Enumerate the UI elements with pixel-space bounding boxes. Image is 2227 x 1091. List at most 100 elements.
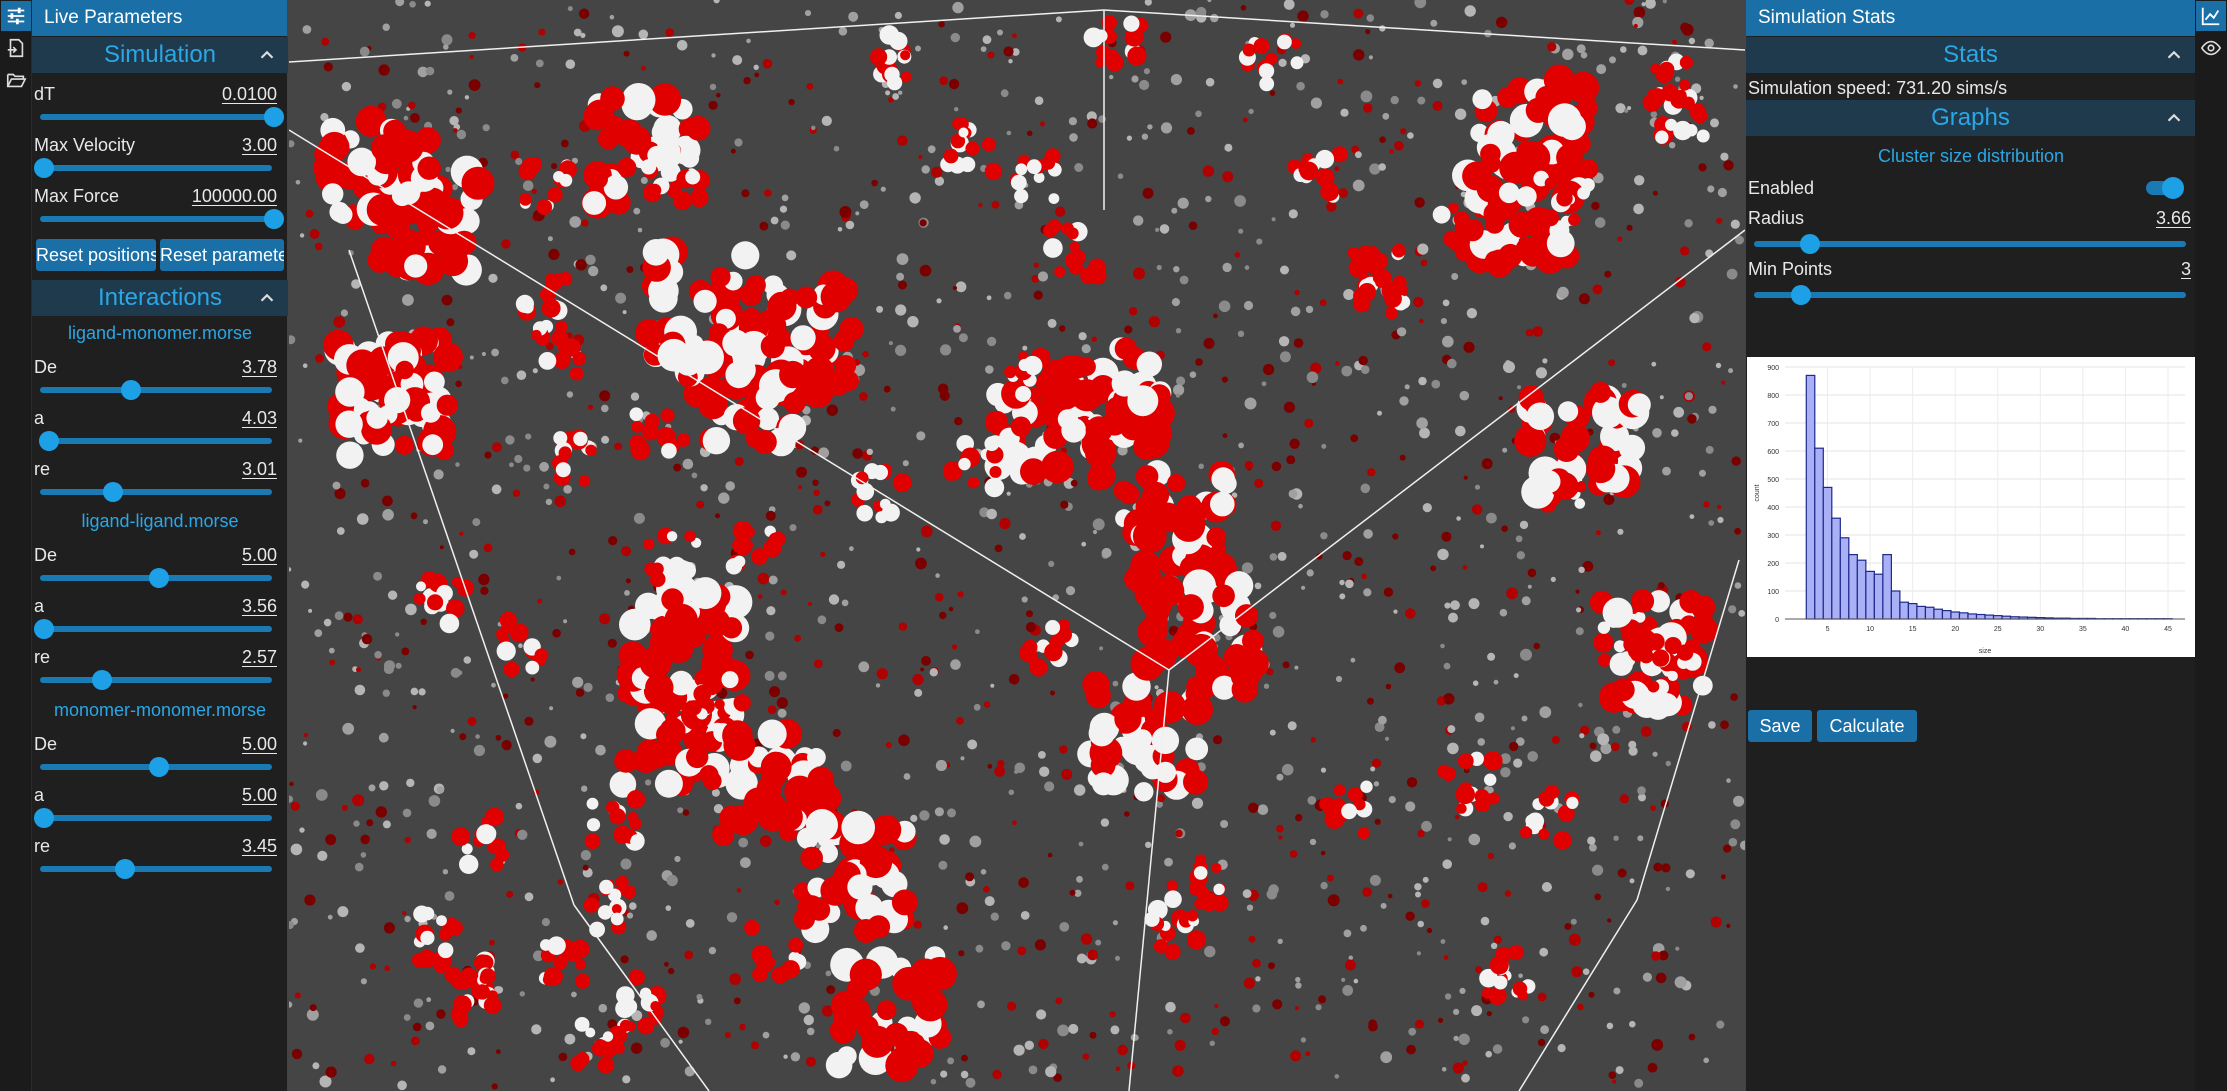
particle <box>467 716 477 726</box>
particle <box>1319 299 1327 307</box>
radius-value[interactable]: 3.66 <box>2155 208 2191 228</box>
save-button[interactable]: Save <box>1748 710 1812 742</box>
min-points-slider-track[interactable] <box>1754 292 2186 298</box>
particle <box>1633 203 1644 215</box>
min-points-slider-thumb[interactable] <box>1791 285 1811 305</box>
particle <box>464 95 470 100</box>
particle <box>1153 939 1168 954</box>
reset-parameters-button[interactable]: Reset parameters <box>160 239 284 271</box>
param-slider-thumb[interactable] <box>121 380 142 400</box>
particle <box>987 763 993 769</box>
particle <box>1053 1073 1062 1082</box>
particle <box>1527 751 1538 762</box>
particle <box>374 651 382 659</box>
graphs-section-header[interactable]: Graphs <box>1746 100 2195 136</box>
param-slider-track[interactable] <box>40 387 272 393</box>
particle <box>944 469 957 481</box>
particle <box>720 617 743 639</box>
param-slider-thumb[interactable] <box>91 670 112 690</box>
particle <box>417 66 429 78</box>
particle <box>548 248 560 260</box>
param-value[interactable]: 3.78 <box>241 357 277 377</box>
param-slider-track[interactable] <box>40 216 272 222</box>
particle <box>315 789 328 801</box>
param-value[interactable]: 5.00 <box>241 785 277 805</box>
particle <box>637 1017 655 1035</box>
particle <box>1590 381 1611 403</box>
particle <box>420 906 435 921</box>
particle <box>957 591 964 598</box>
param-value[interactable]: 3.45 <box>241 836 277 856</box>
param-slider-track[interactable] <box>40 815 272 821</box>
particle <box>1164 857 1173 867</box>
particle <box>1175 829 1183 838</box>
particle <box>1662 466 1671 476</box>
particle <box>817 615 827 625</box>
simulation-viewport[interactable] <box>289 0 1745 1091</box>
particle <box>587 404 594 410</box>
particle <box>729 973 741 985</box>
interactions-section-header[interactable]: Interactions <box>32 280 288 316</box>
particle <box>366 367 388 389</box>
particle <box>524 892 534 902</box>
particle <box>1451 273 1459 280</box>
param-value[interactable]: 3.01 <box>241 459 277 479</box>
param-slider-thumb[interactable] <box>264 209 284 229</box>
param-slider-thumb[interactable] <box>103 482 123 502</box>
folder-open-icon[interactable] <box>1 65 31 95</box>
param-value[interactable]: 5.00 <box>241 734 277 754</box>
particle <box>1175 328 1182 334</box>
radius-slider-thumb[interactable] <box>1799 234 1820 254</box>
particle-scene[interactable] <box>289 0 1745 1091</box>
param-slider-track[interactable] <box>40 114 272 120</box>
param-value[interactable]: 5.00 <box>241 545 277 565</box>
param-value[interactable]: 0.0100 <box>221 84 277 104</box>
radius-slider-track[interactable] <box>1754 241 2186 247</box>
file-import-icon[interactable] <box>1 33 31 63</box>
simulation-section-header[interactable]: Simulation <box>32 37 288 73</box>
particle <box>574 1017 590 1032</box>
param-slider-track[interactable] <box>40 489 272 495</box>
param-slider-track[interactable] <box>40 866 272 872</box>
param-value[interactable]: 4.03 <box>241 408 277 428</box>
param-slider-thumb[interactable] <box>34 158 54 178</box>
param-value[interactable]: 2.57 <box>241 647 277 667</box>
particle <box>323 62 333 72</box>
param-value[interactable]: 3.56 <box>241 596 277 616</box>
particle <box>619 608 651 641</box>
particle <box>1466 308 1478 319</box>
min-points-value[interactable]: 3 <box>2180 259 2191 279</box>
eye-icon[interactable] <box>2196 33 2226 63</box>
sliders-icon[interactable] <box>1 1 31 31</box>
particle <box>1368 55 1373 60</box>
param-slider-thumb[interactable] <box>264 107 284 127</box>
reset-positions-button[interactable]: Reset positions <box>36 239 156 271</box>
particle <box>980 46 987 52</box>
param-slider-track[interactable] <box>40 626 272 632</box>
param-slider-track[interactable] <box>40 165 272 171</box>
param-slider-thumb[interactable] <box>114 859 135 879</box>
param-slider-thumb[interactable] <box>149 757 169 777</box>
chart-line-icon[interactable] <box>2196 1 2226 31</box>
param-slider-thumb[interactable] <box>38 431 59 451</box>
param-slider-track[interactable] <box>40 438 272 444</box>
calculate-button[interactable]: Calculate <box>1817 710 1917 742</box>
enabled-toggle[interactable] <box>2146 177 2184 199</box>
particle <box>356 667 361 673</box>
particle <box>1087 118 1098 129</box>
particle <box>1125 881 1135 891</box>
particle <box>1479 968 1498 988</box>
particle <box>986 508 997 520</box>
param-slider-track[interactable] <box>40 677 272 683</box>
param-value[interactable]: 100000.00 <box>191 186 277 206</box>
particle <box>1665 760 1672 767</box>
stats-section-header[interactable]: Stats <box>1746 37 2195 73</box>
param-slider-thumb[interactable] <box>34 619 54 639</box>
param-value[interactable]: 3.00 <box>241 135 277 155</box>
histogram-bar <box>1890 590 1901 620</box>
particle <box>711 663 723 675</box>
particle <box>1406 777 1418 788</box>
param-slider-thumb[interactable] <box>34 808 54 828</box>
param-slider-thumb[interactable] <box>149 568 169 588</box>
particle <box>600 284 608 292</box>
